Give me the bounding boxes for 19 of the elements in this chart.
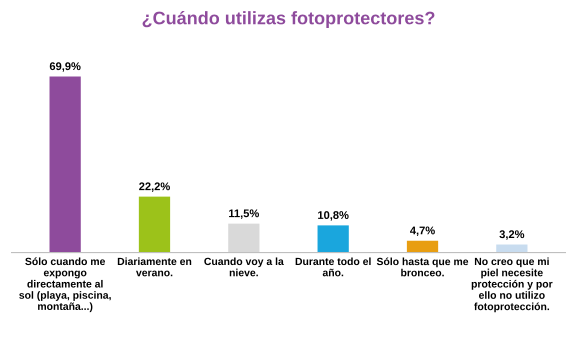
data-label: 3,2% (499, 230, 524, 240)
bar (496, 244, 528, 253)
data-label: 11,5% (229, 209, 259, 219)
bar (50, 76, 81, 253)
bar (228, 224, 260, 253)
bar (318, 225, 349, 253)
x-tick-label: Cuando voy a la nieve. (204, 257, 284, 276)
x-tick-label: Sólo cuando me expongo directamente al sol (playa, piscina, montaña...) (19, 257, 111, 312)
data-label: 10,8% (318, 211, 349, 221)
chart-title: ¿Cuándo utilizas fotoprotectores? (142, 10, 434, 28)
x-tick-label: Sólo hasta que me bronceo. (376, 257, 468, 276)
x-tick-label: No creo que mi piel necesite protección y por ello no utilizo fotoprotección. (472, 257, 553, 312)
x-tick-label: Durante todo el año. (296, 257, 371, 276)
data-label: 69,9% (50, 62, 81, 72)
bar (406, 240, 438, 253)
bar (138, 196, 170, 253)
x-tick-label: Diariamente en verano. (118, 257, 192, 276)
data-label: 4,7% (410, 226, 435, 236)
data-label: 22,2% (139, 182, 170, 192)
